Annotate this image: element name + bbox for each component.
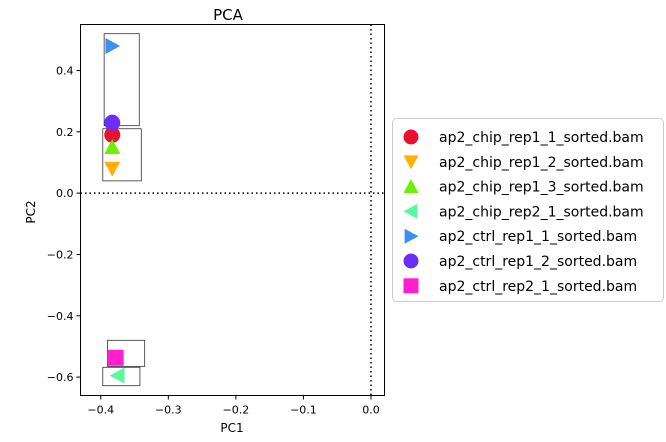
y-tick-label: 0.2 [56, 126, 74, 139]
legend-label-1: ap2_chip_rep1_1_sorted.bam [439, 130, 644, 146]
x-tick-label: −0.3 [155, 404, 182, 417]
x-tick-label: −0.1 [290, 404, 317, 417]
data-point-2 [104, 161, 121, 177]
legend-marker-5 [404, 228, 419, 244]
legend-marker-2 [403, 155, 419, 170]
legend-label-4: ap2_chip_rep2_1_sorted.bam [439, 204, 644, 220]
y-axis-label: PC2 [24, 200, 38, 223]
legend-label-6: ap2_ctrl_rep1_2_sorted.bam [439, 254, 637, 270]
legend-frame [392, 118, 664, 302]
data-point-7 [107, 349, 124, 366]
x-tick-label: −0.2 [223, 404, 250, 417]
cluster-box-4 [102, 366, 141, 387]
legend-label-7: ap2_ctrl_rep2_1_sorted.bam [439, 279, 637, 295]
y-tick-label: −0.4 [47, 310, 74, 323]
chart-title: PCA [213, 6, 244, 24]
data-point-4 [109, 367, 125, 384]
legend-label-3: ap2_chip_rep1_3_sorted.bam [439, 180, 644, 196]
y-tick-label: 0.0 [56, 187, 74, 200]
legend-label-5: ap2_ctrl_rep1_1_sorted.bam [439, 229, 637, 245]
y-tick-label: −0.6 [47, 371, 74, 384]
data-point-3 [104, 139, 121, 154]
plot-area [80, 24, 385, 396]
cluster-box-2 [102, 128, 142, 182]
data-point-6 [104, 114, 121, 131]
x-tick-label: 0.0 [362, 404, 380, 417]
legend-label-2: ap2_chip_rep1_2_sorted.bam [439, 155, 644, 171]
legend-marker-1 [403, 129, 419, 145]
legend: ap2_chip_rep1_1_sorted.bam ap2_chip_rep1_… [392, 118, 664, 302]
data-point-5 [105, 37, 121, 54]
y-tick-label: 0.4 [56, 64, 74, 77]
y-axis-ticks: −0.6 −0.4 −0.2 0.0 0.2 0.4 [47, 64, 81, 384]
data-point-1 [104, 126, 121, 143]
x-axis-label: PC1 [220, 421, 243, 435]
plot-frame [80, 24, 385, 396]
cluster-box-1 [103, 33, 140, 127]
legend-marker-6 [403, 253, 419, 269]
legend-marker-4 [403, 203, 418, 219]
y-tick-label: −0.2 [47, 248, 74, 261]
x-tick-label: −0.4 [87, 404, 114, 417]
legend-marker-7 [403, 278, 419, 294]
x-axis-ticks: −0.4 −0.3 −0.2 −0.1 0.0 [87, 395, 380, 417]
legend-marker-3 [403, 179, 419, 193]
cluster-box-3 [107, 339, 146, 367]
